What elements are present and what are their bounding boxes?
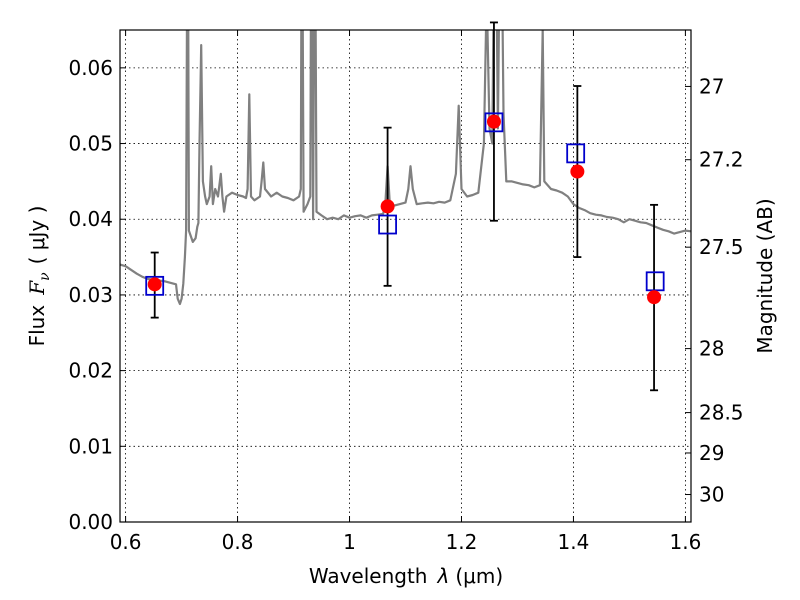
error-bars <box>150 21 659 392</box>
model-point <box>145 275 165 296</box>
y-tick-label: 0.04 <box>68 207 113 231</box>
right-tick-label: 27 <box>699 74 724 98</box>
markers <box>145 112 665 305</box>
y-tick-label: 0.05 <box>68 132 113 156</box>
right-tick-label: 27.2 <box>699 148 744 172</box>
right-tick-label: 28.5 <box>699 401 744 425</box>
right-tick-label: 30 <box>699 483 724 507</box>
y-tick-label: 0.06 <box>68 56 113 80</box>
observed-point <box>647 290 662 305</box>
right-tick-label: 28 <box>699 337 724 361</box>
axis-ticks: 0.6 0.8 1 1.2 1.4 1.6 0.00 0.01 0.02 0.03 0.04 0.05… <box>68 30 744 554</box>
x-tick-label: 1.6 <box>669 530 701 554</box>
right-tick-label: 29 <box>699 441 724 465</box>
y-tick-label: 0.00 <box>68 510 113 534</box>
model-point <box>378 214 397 235</box>
right-axis-label: Magnitude (AB) <box>753 198 777 353</box>
observed-point <box>486 114 501 129</box>
observed-point <box>147 277 162 292</box>
x-tick-label: 0.6 <box>110 530 142 554</box>
observed-point <box>570 164 585 179</box>
model-spectrum-line <box>120 30 691 306</box>
model-point <box>645 271 665 292</box>
plot-frame <box>119 29 692 523</box>
x-tick-label: 0.8 <box>222 530 254 554</box>
x-tick-label: 1 <box>343 530 356 554</box>
right-tick-label: 27.5 <box>699 235 744 259</box>
model-point <box>566 143 586 164</box>
y-tick-label: 0.02 <box>68 359 113 383</box>
plot-area <box>120 30 691 306</box>
x-axis-label: Wavelength λ (μm) <box>309 564 503 588</box>
y-tick-label: 0.03 <box>68 283 113 307</box>
x-tick-label: 1.4 <box>558 530 590 554</box>
y-axis-label: FluxFν( μJy ) <box>25 206 53 347</box>
observed-point <box>380 199 395 214</box>
y-tick-label: 0.01 <box>68 434 113 458</box>
grid-lines <box>120 30 691 522</box>
model-point <box>484 112 504 133</box>
x-tick-label: 1.2 <box>446 530 478 554</box>
